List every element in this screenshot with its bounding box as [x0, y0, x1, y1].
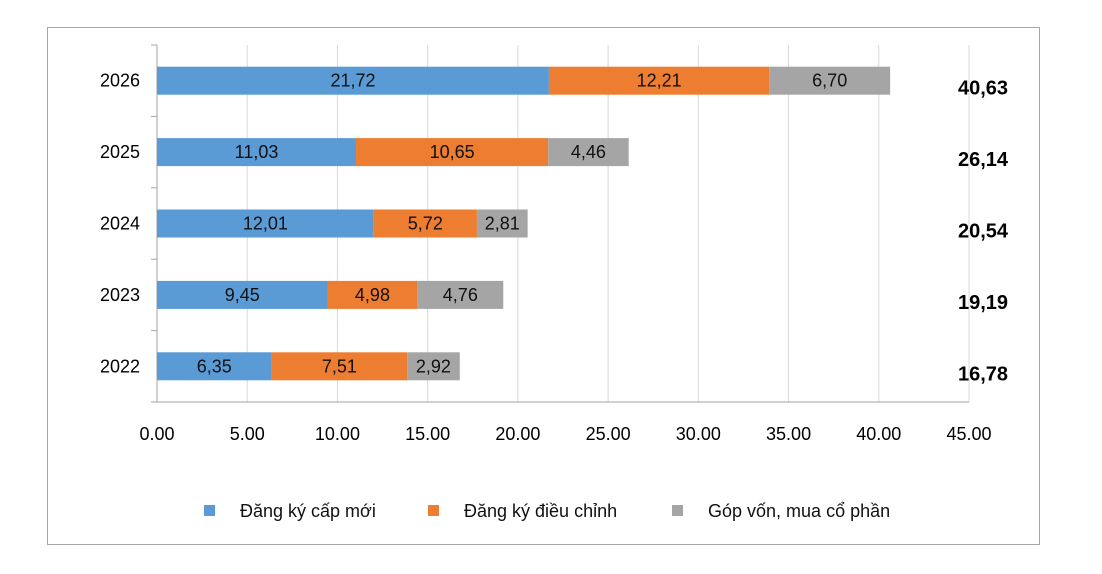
bar-segment — [157, 209, 374, 238]
bar-segment — [407, 352, 460, 381]
x-tick-label: 30.00 — [676, 424, 721, 444]
bar-segment — [271, 352, 408, 381]
data-label: 4,98 — [355, 285, 390, 305]
data-label: 4,46 — [571, 142, 606, 162]
bar-segment — [157, 352, 272, 381]
bar-segment — [417, 280, 504, 309]
bar-segment — [373, 209, 477, 238]
data-label: 12,21 — [637, 71, 682, 91]
data-label: 6,70 — [812, 71, 847, 91]
data-label: 21,72 — [330, 71, 375, 91]
data-label: 10,65 — [430, 142, 475, 162]
data-label: 12,01 — [243, 214, 288, 234]
bar-segment — [548, 138, 629, 167]
x-tick-label: 5.00 — [230, 424, 265, 444]
data-label: 2,92 — [416, 356, 451, 376]
legend-swatch — [428, 505, 439, 516]
data-label: 11,03 — [235, 142, 279, 162]
bar-segment — [356, 138, 549, 167]
legend-label: Đăng ký điều chỉnh — [464, 501, 617, 521]
total-label: 40,63 — [958, 78, 1008, 100]
x-tick-label: 10.00 — [315, 424, 360, 444]
y-tick-label: 2023 — [100, 285, 140, 305]
x-tick-label: 40.00 — [856, 424, 901, 444]
data-label: 7,51 — [322, 356, 357, 376]
x-tick-label: 35.00 — [766, 424, 811, 444]
data-label: 5,72 — [408, 214, 443, 234]
total-label: 20,54 — [958, 221, 1009, 243]
y-tick-label: 2022 — [100, 356, 140, 376]
total-label: 19,19 — [958, 292, 1008, 314]
x-tick-label: 15.00 — [405, 424, 450, 444]
data-label: 6,35 — [197, 356, 232, 376]
total-label: 16,78 — [958, 363, 1008, 385]
data-label: 9,45 — [225, 285, 260, 305]
total-label: 26,14 — [958, 149, 1009, 171]
legend-label: Góp vốn, mua cổ phần — [708, 501, 890, 521]
x-tick-label: 25.00 — [586, 424, 631, 444]
y-tick-label: 2026 — [100, 71, 140, 91]
x-tick-label: 0.00 — [139, 424, 174, 444]
y-tick-label: 2025 — [100, 142, 140, 162]
bar-segment — [769, 66, 891, 95]
legend-label: Đăng ký cấp mới — [240, 501, 376, 521]
bar-segment — [157, 280, 328, 309]
legend-swatch — [672, 505, 683, 516]
bar-segment — [548, 66, 770, 95]
data-label: 2,81 — [485, 214, 520, 234]
bar-segment — [157, 138, 357, 167]
bar-segment — [157, 66, 549, 95]
x-tick-label: 20.00 — [495, 424, 540, 444]
data-label: 4,76 — [443, 285, 478, 305]
bar-segment — [327, 280, 418, 309]
bar-segment — [476, 209, 528, 238]
legend-swatch — [204, 505, 215, 516]
x-tick-label: 45.00 — [946, 424, 991, 444]
y-tick-label: 2024 — [100, 214, 140, 234]
